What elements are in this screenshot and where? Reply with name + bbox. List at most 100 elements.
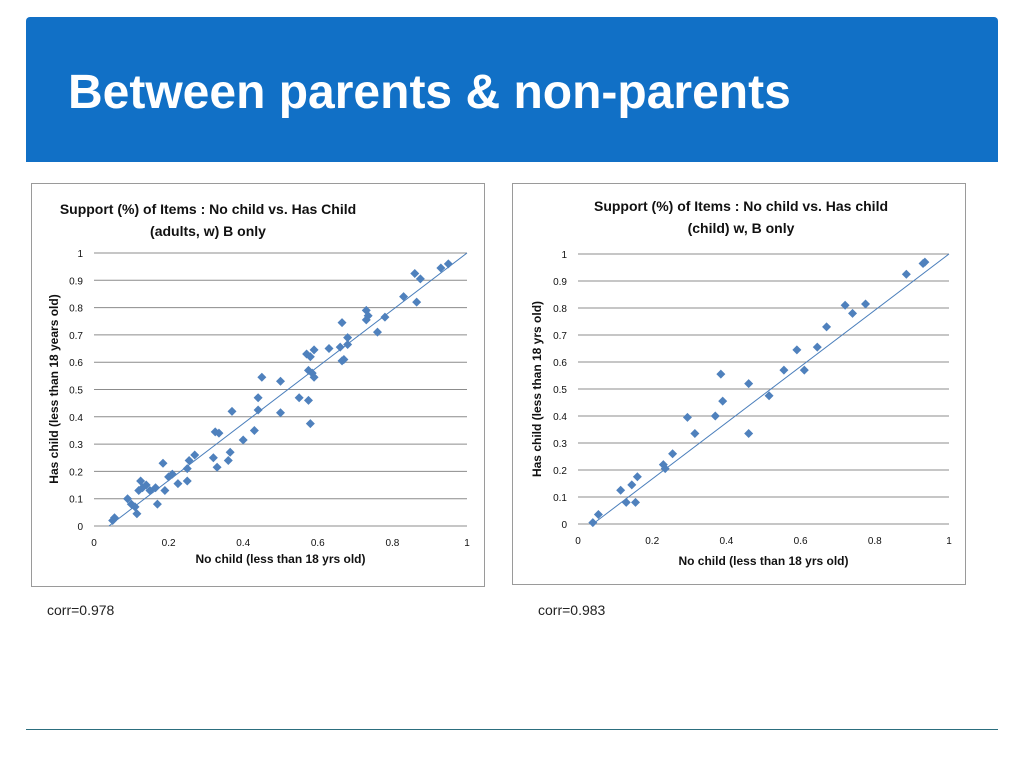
data-point (305, 419, 315, 429)
data-point (822, 322, 832, 332)
chart-title-line: (adults, w) B only (150, 223, 266, 239)
data-point (190, 450, 200, 460)
data-point (276, 376, 285, 386)
data-point (361, 305, 371, 315)
x-tick-label: 0 (575, 536, 581, 547)
data-point (132, 509, 142, 519)
data-point (682, 412, 692, 422)
data-point (920, 257, 930, 267)
data-point (208, 453, 218, 463)
x-axis-label: No child (less than 18 yrs old) (195, 552, 365, 566)
chart-title-line: Support (%) of Items : No child vs. Has … (60, 201, 356, 217)
data-point (160, 486, 170, 496)
data-point (257, 372, 267, 382)
data-point (621, 497, 631, 507)
data-point (744, 379, 754, 389)
y-tick-label: 0.4 (553, 412, 567, 423)
data-point (812, 342, 822, 352)
data-point (631, 497, 641, 507)
data-point (588, 518, 598, 528)
data-point (182, 464, 192, 474)
data-point (309, 372, 319, 382)
data-point (690, 429, 700, 439)
y-tick-label: 0.6 (553, 358, 567, 369)
data-point (238, 435, 248, 445)
x-tick-label: 0 (91, 538, 97, 549)
footer-divider (26, 729, 998, 730)
x-axis-label: No child (less than 18 yrs old) (678, 554, 848, 568)
data-point (668, 449, 678, 459)
data-point (302, 349, 312, 359)
data-point (249, 425, 259, 435)
data-point (130, 502, 140, 512)
data-point (840, 300, 850, 310)
data-point (167, 469, 177, 479)
data-point (151, 483, 161, 493)
data-point (399, 292, 409, 302)
data-point (593, 510, 603, 520)
data-point (305, 352, 315, 362)
data-point (223, 455, 233, 465)
y-tick-label: 0.4 (69, 413, 83, 424)
y-tick-label: 0.2 (69, 467, 83, 478)
data-point (339, 354, 349, 364)
data-point (303, 395, 313, 405)
trendline (592, 253, 950, 525)
data-point (253, 405, 263, 415)
x-tick-label: 0.4 (719, 536, 733, 547)
data-point (710, 411, 720, 421)
data-point (324, 344, 334, 354)
data-point (309, 345, 319, 355)
data-point (627, 480, 637, 490)
data-point (744, 429, 754, 439)
data-point (212, 462, 222, 472)
data-point (343, 333, 353, 343)
data-point (158, 458, 168, 468)
data-point (214, 428, 224, 438)
y-tick-label: 0.8 (553, 304, 567, 315)
data-point (848, 308, 858, 318)
y-tick-label: 0.3 (69, 440, 83, 451)
data-point (134, 486, 144, 496)
data-point (123, 494, 133, 504)
chart-title-line: Support (%) of Items : No child vs. Has … (594, 198, 888, 214)
data-point (173, 479, 183, 489)
data-point (718, 396, 728, 406)
data-point (152, 499, 162, 509)
y-tick-label: 0 (561, 520, 567, 531)
data-point (716, 369, 726, 379)
data-point (276, 408, 285, 418)
data-point (764, 391, 774, 401)
y-tick-label: 0.1 (69, 495, 83, 506)
y-axis-label: Has child (less than 18 years old) (47, 294, 61, 483)
data-point (337, 318, 347, 328)
x-tick-label: 0.2 (162, 538, 176, 549)
y-tick-label: 0.1 (553, 493, 567, 504)
data-point (901, 269, 911, 279)
data-point (182, 476, 192, 486)
data-point (380, 312, 390, 322)
data-point (372, 327, 382, 337)
x-tick-label: 0.8 (385, 538, 399, 549)
data-point (632, 472, 642, 482)
y-tick-label: 0.9 (553, 277, 567, 288)
x-tick-label: 0.2 (645, 536, 659, 547)
data-point (303, 365, 313, 375)
data-point (415, 274, 425, 284)
corr-label-left: corr=0.978 (47, 602, 115, 618)
data-point (294, 393, 304, 403)
y-tick-label: 0.9 (69, 276, 83, 287)
data-point (410, 268, 420, 278)
data-point (335, 342, 345, 352)
data-point (792, 345, 802, 355)
x-tick-label: 0.4 (236, 538, 250, 549)
chart-adults: Support (%) of Items : No child vs. Has … (31, 183, 485, 587)
data-point (779, 365, 789, 375)
scatter-plot: Support (%) of Items : No child vs. Has … (47, 201, 470, 566)
scatter-plot: Support (%) of Items : No child vs. Has … (530, 198, 952, 568)
chart-title-line: (child) w, B only (688, 220, 795, 236)
x-tick-label: 0.6 (794, 536, 808, 547)
data-point (253, 393, 263, 403)
data-point (141, 480, 151, 490)
y-tick-label: 0.3 (553, 439, 567, 450)
